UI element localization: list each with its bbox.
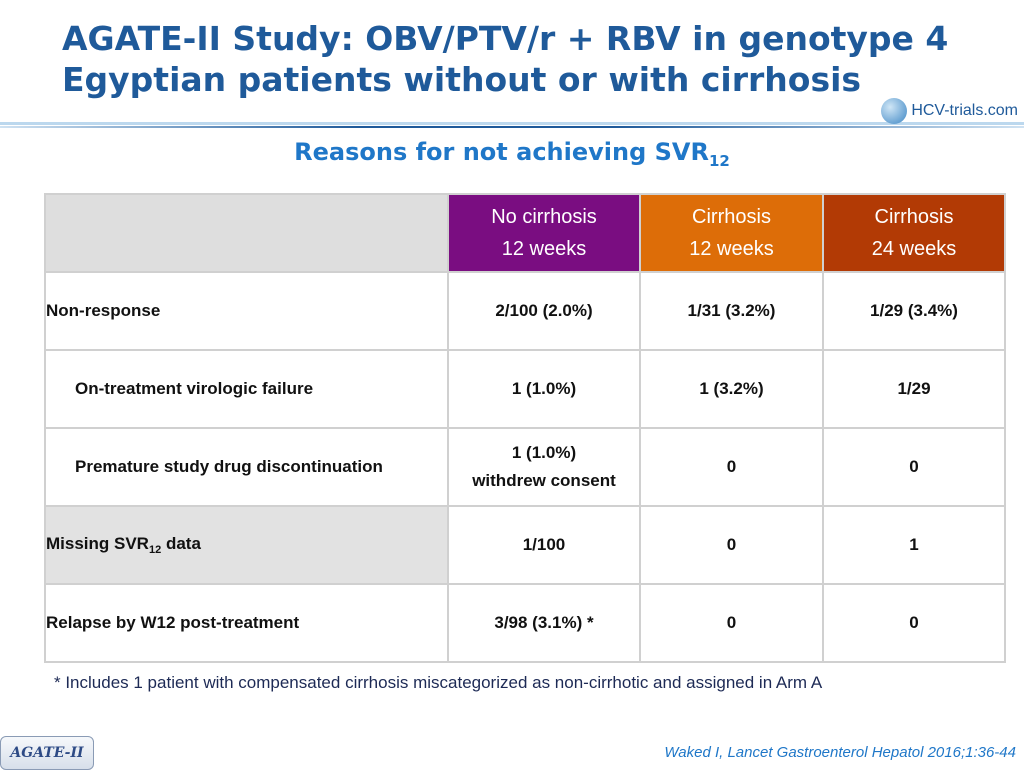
table-row: On-treatment virologic failure 1 (1.0%) … (44, 349, 1006, 429)
logo-text: HCV-trials (911, 102, 984, 119)
title-rule-dark (0, 126, 1024, 128)
row-label: On-treatment virologic failure (44, 349, 449, 429)
table-row: Missing SVR12 data 1/100 0 1 (44, 505, 1006, 585)
row-label: Relapse by W12 post-treatment (44, 583, 449, 663)
svr-reasons-table: No cirrhosis 12 weeks Cirrhosis 12 weeks… (44, 193, 1006, 663)
hcv-trials-logo: HCV-trials .com (881, 98, 1018, 124)
table-heading: Reasons for not achieving SVR12 (0, 138, 1024, 170)
row-label: Premature study drug discontinuation (44, 427, 449, 507)
cell-value: 0 (822, 583, 1006, 663)
header-line1: No cirrhosis (491, 206, 597, 228)
header-line2: 24 weeks (871, 238, 957, 260)
cell-value: 0 (639, 427, 824, 507)
header-corner-cell (44, 193, 449, 273)
cell-value: 1/100 (447, 505, 641, 585)
cell-value: 1/31 (3.2%) (639, 271, 824, 351)
cell-value: 0 (639, 583, 824, 663)
row-label: Missing SVR12 data (44, 505, 449, 585)
header-no-cirrhosis-12w: No cirrhosis 12 weeks (447, 193, 641, 273)
row-label-subscript: 12 (148, 544, 162, 556)
row-label-suffix: data (161, 534, 201, 553)
cell-value-line1: 1 (1.0%) (511, 443, 577, 462)
cell-value: 1 (1.0%) withdrew consent (447, 427, 641, 507)
table-header-row: No cirrhosis 12 weeks Cirrhosis 12 weeks… (44, 193, 1006, 273)
footnote: * Includes 1 patient with compensated ci… (54, 673, 823, 692)
table-heading-text: Reasons for not achieving SVR (294, 138, 709, 166)
row-label-text: Missing SVR (46, 534, 149, 553)
header-cirrhosis-24w: Cirrhosis 24 weeks (822, 193, 1006, 273)
slide-title-line2: Egyptian patients without or with cirrho… (62, 60, 862, 99)
header-line1: Cirrhosis (874, 206, 954, 228)
cell-value: 2/100 (2.0%) (447, 271, 641, 351)
study-badge: AGATE-II (0, 736, 94, 770)
table-row: Non-response 2/100 (2.0%) 1/31 (3.2%) 1/… (44, 271, 1006, 351)
table-row: Relapse by W12 post-treatment 3/98 (3.1%… (44, 583, 1006, 663)
row-label: Non-response (44, 271, 449, 351)
citation: Waked I, Lancet Gastroenterol Hepatol 20… (664, 744, 1016, 761)
header-line2: 12 weeks (689, 238, 774, 260)
header-cirrhosis-12w: Cirrhosis 12 weeks (639, 193, 824, 273)
title-rule-light (0, 122, 1024, 125)
cell-value: 1/29 (822, 349, 1006, 429)
cell-value: 1 (3.2%) (639, 349, 824, 429)
slide-title: AGATE-II Study: OBV/PTV/r + RBV in genot… (62, 18, 949, 100)
logo-domain: .com (983, 102, 1018, 119)
header-line2: 12 weeks (501, 238, 587, 260)
table-heading-subscript: 12 (708, 152, 730, 170)
table-row: Premature study drug discontinuation 1 (… (44, 427, 1006, 507)
cell-value: 1 (822, 505, 1006, 585)
cell-value: 1/29 (3.4%) (822, 271, 1006, 351)
cell-value: 3/98 (3.1%) * (447, 583, 641, 663)
cell-value: 0 (822, 427, 1006, 507)
slide-title-line1: AGATE-II Study: OBV/PTV/r + RBV in genot… (62, 19, 949, 58)
header-line1: Cirrhosis (692, 206, 771, 228)
cell-value: 0 (639, 505, 824, 585)
cell-value: 1 (1.0%) (447, 349, 641, 429)
globe-icon (881, 98, 908, 124)
cell-value-line2: withdrew consent (472, 471, 616, 490)
